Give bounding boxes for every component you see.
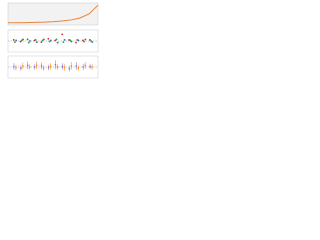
point (42, 67, 45, 69)
point (15, 66, 17, 69)
point (75, 41, 77, 44)
point (89, 65, 91, 68)
point (40, 65, 43, 67)
point (47, 37, 50, 40)
point (77, 39, 80, 42)
point (26, 38, 29, 41)
point (22, 65, 24, 67)
point (48, 40, 51, 43)
point (84, 38, 87, 41)
point (68, 67, 71, 70)
point (49, 65, 52, 68)
point (55, 38, 58, 41)
chart (0, 0, 100, 80)
point (75, 65, 78, 67)
point (83, 40, 86, 43)
point (56, 66, 59, 68)
point (19, 40, 22, 43)
point (35, 64, 38, 67)
point (91, 66, 93, 68)
point (42, 38, 45, 41)
point (70, 65, 73, 67)
point (29, 40, 31, 42)
point (14, 41, 16, 43)
point (90, 40, 92, 42)
point (47, 66, 50, 69)
point (88, 39, 91, 41)
point (13, 65, 15, 68)
point (62, 41, 65, 43)
point (40, 41, 43, 43)
point (15, 39, 18, 42)
point (56, 41, 59, 44)
point (84, 64, 86, 67)
point (33, 66, 36, 68)
point (27, 41, 30, 44)
point (54, 39, 57, 42)
point (20, 67, 22, 69)
point (61, 33, 64, 36)
point (34, 39, 37, 41)
point (69, 39, 72, 42)
point (28, 66, 31, 68)
point (35, 41, 38, 43)
point (82, 66, 84, 68)
point (22, 38, 24, 41)
point (70, 40, 73, 43)
point (61, 65, 64, 68)
plot-area (7, 2, 99, 26)
point (91, 41, 94, 43)
point (26, 64, 29, 67)
point (20, 39, 23, 42)
point (63, 66, 66, 69)
point (82, 39, 84, 42)
page: {"chart_data": [ {"type": "line", "xlim"… (0, 0, 100, 80)
point (77, 67, 80, 69)
line (8, 4, 99, 24)
point (63, 39, 66, 41)
point (49, 39, 52, 42)
point (54, 64, 57, 66)
point (12, 39, 15, 41)
point (41, 39, 44, 42)
